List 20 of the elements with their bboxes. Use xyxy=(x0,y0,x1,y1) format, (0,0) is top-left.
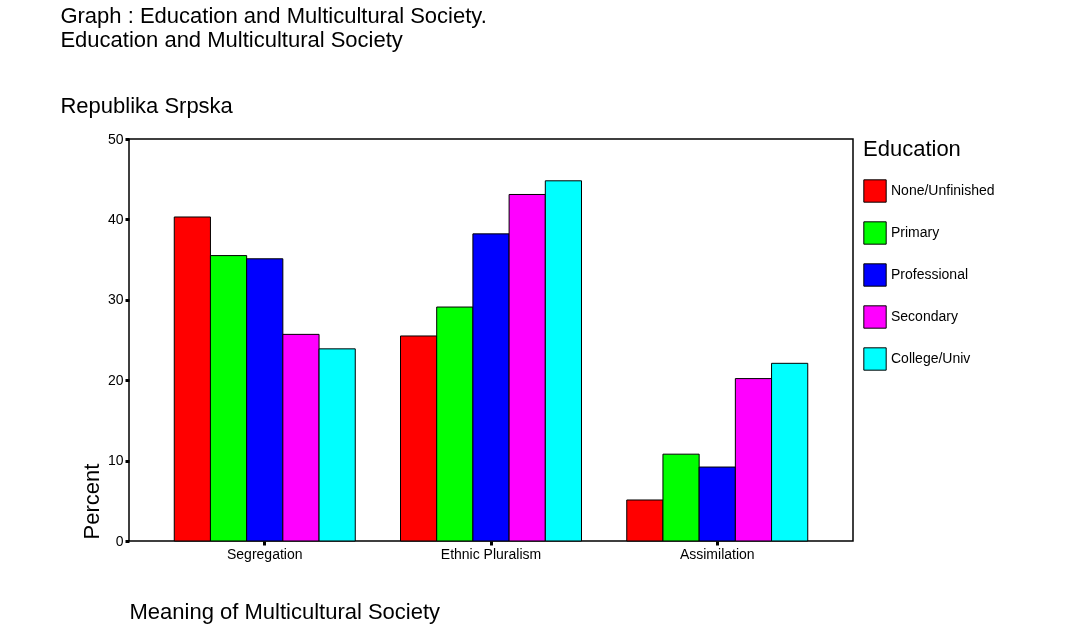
x-tick-label: Segregation xyxy=(226,545,303,562)
chart-title: Education and Multicultural Society xyxy=(60,27,403,52)
y-tick-label: 40 xyxy=(107,210,124,227)
x-tick-label: Assimilation xyxy=(679,545,755,562)
legend-label: None/Unfinished xyxy=(891,182,995,198)
legend-label: Professional xyxy=(891,266,969,282)
x-axis-title: Meaning of Multicultural Society xyxy=(129,598,441,624)
legend-label: Secondary xyxy=(891,308,958,324)
y-tick-label: 10 xyxy=(107,452,124,469)
y-tick-label: 50 xyxy=(107,130,124,147)
text: Graph : Education and Multicultural Society. xyxy=(60,3,487,28)
y-tick-label: 30 xyxy=(107,291,124,308)
y-tick-label: 0 xyxy=(115,532,124,549)
legend-title: Education xyxy=(863,136,961,161)
x-tick-label: Ethnic Pluralism xyxy=(440,545,542,562)
y-axis-title: Percent xyxy=(78,463,104,540)
y-tick-label: 20 xyxy=(107,371,124,388)
chart-subtitle: Republika Srpska xyxy=(60,93,234,118)
legend-label: Primary xyxy=(891,224,940,240)
legend-label: College/Univ xyxy=(891,350,971,366)
